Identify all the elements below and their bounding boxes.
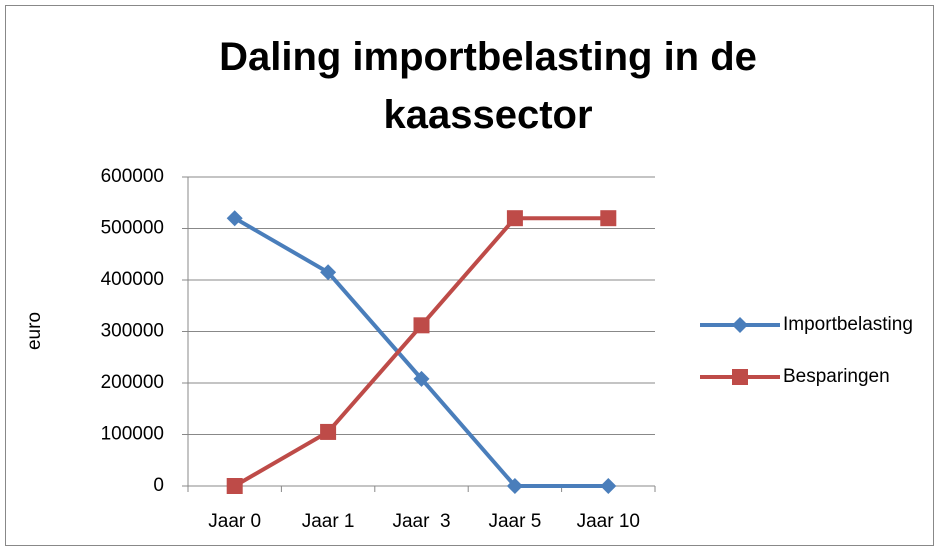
- y-tick-label: 100000: [101, 424, 164, 445]
- marker: [320, 423, 337, 440]
- x-tick-label: Jaar 5: [488, 511, 541, 532]
- marker: [506, 210, 523, 227]
- marker: [600, 478, 617, 494]
- marker: [226, 478, 243, 494]
- y-tick-label: 0: [153, 475, 164, 496]
- marker: [413, 317, 430, 334]
- y-axis-label: euro: [24, 312, 45, 350]
- y-tick-label: 300000: [101, 321, 164, 342]
- x-tick-label: Jaar 1: [302, 511, 355, 532]
- legend-label: Besparingen: [783, 366, 890, 387]
- marker: [226, 210, 243, 227]
- marker: [320, 264, 337, 281]
- marker: [413, 370, 430, 387]
- y-tick-label: 500000: [101, 218, 164, 239]
- x-tick-label: Jaar 10: [577, 511, 640, 532]
- title-box: Daling importbelasting in de kaassector: [219, 35, 757, 137]
- marker: [732, 369, 748, 385]
- y-tick-label: 400000: [101, 269, 164, 290]
- marker: [600, 210, 617, 227]
- x-tick-label: Jaar 3: [392, 511, 450, 532]
- y-tick-label: 200000: [101, 372, 164, 393]
- marker: [732, 317, 748, 333]
- chart-frame: [5, 5, 934, 546]
- chart-title: Daling importbelasting in de kaassector: [219, 35, 757, 137]
- legend-label: Importbelasting: [783, 314, 913, 335]
- y-tick-label: 600000: [101, 166, 164, 187]
- marker: [506, 478, 523, 494]
- x-tick-label: Jaar 0: [208, 511, 261, 532]
